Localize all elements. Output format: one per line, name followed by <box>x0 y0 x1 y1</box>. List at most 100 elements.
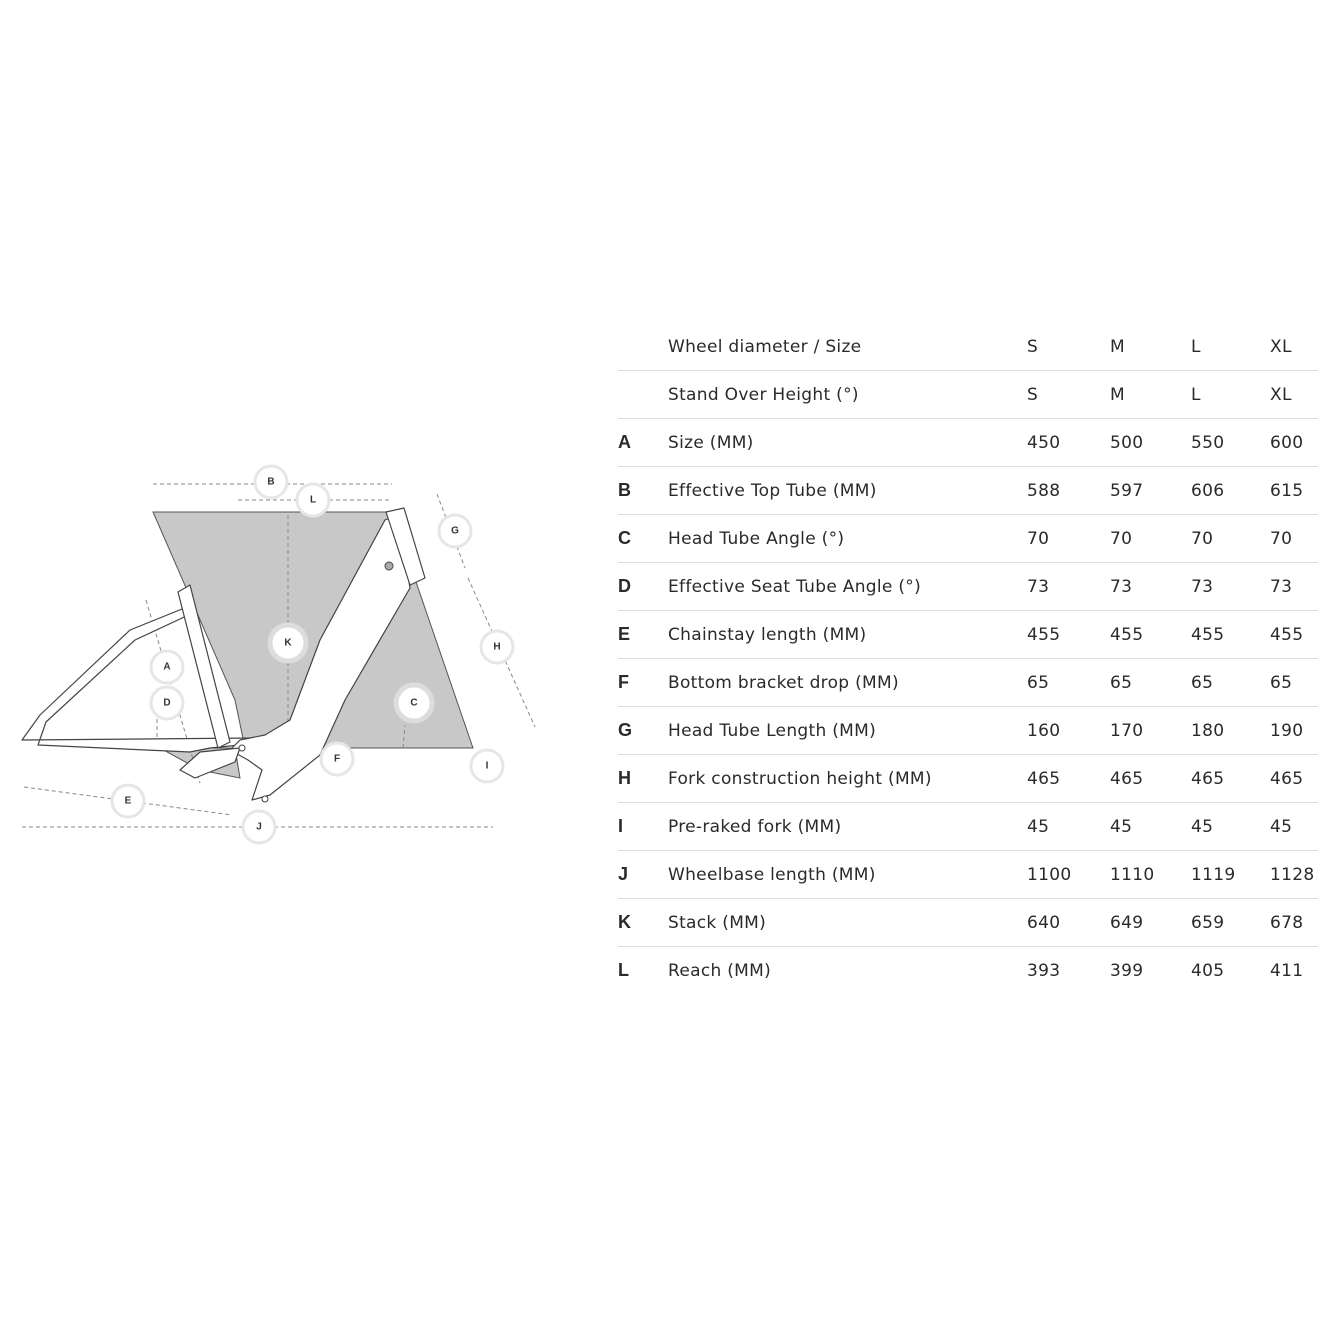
value-l: 659 <box>1191 898 1270 947</box>
value-xl: 190 <box>1270 706 1318 755</box>
value-s: 588 <box>1027 466 1110 515</box>
row-letter: L <box>618 960 630 980</box>
value-xl: 411 <box>1270 960 1304 981</box>
row-letter: B <box>618 466 668 515</box>
table-row: B Effective Top Tube (MM) 588 597 606 615 <box>618 466 1318 515</box>
size-xl: XL <box>1270 323 1318 371</box>
value-m: 399 <box>1110 960 1144 981</box>
value-l: 65 <box>1191 658 1270 707</box>
table-row: A Size (MM) 450 500 550 600 <box>618 418 1318 467</box>
svg-text:I: I <box>486 761 489 772</box>
row-label: Fork construction height (MM) <box>668 754 1027 803</box>
table-row: J Wheelbase length (MM) 1100 1110 1119 1128 <box>618 850 1318 899</box>
row-letter: I <box>618 802 668 851</box>
row-label: Reach (MM) <box>668 960 772 981</box>
value-l: 1119 <box>1191 850 1270 899</box>
value-s: 45 <box>1027 802 1110 851</box>
marker-K: K <box>267 622 309 664</box>
value-l: L <box>1191 370 1270 419</box>
row-label: Head Tube Length (MM) <box>668 706 1027 755</box>
value-m: 597 <box>1110 466 1191 515</box>
row-letter <box>618 323 668 371</box>
value-xl: 45 <box>1270 802 1318 851</box>
table-row: K Stack (MM) 640 649 659 678 <box>618 898 1318 947</box>
value-s: 450 <box>1027 418 1110 467</box>
svg-text:K: K <box>284 638 292 649</box>
row-label: Pre-raked fork (MM) <box>668 802 1027 851</box>
marker-C: C <box>393 682 435 724</box>
value-xl: 73 <box>1270 562 1318 611</box>
value-xl: 65 <box>1270 658 1318 707</box>
row-label: Effective Top Tube (MM) <box>668 466 1027 515</box>
table-row: I Pre-raked fork (MM) 45 45 45 45 <box>618 802 1318 851</box>
value-m: 649 <box>1110 898 1191 947</box>
value-xl: 678 <box>1270 898 1318 947</box>
value-l: 180 <box>1191 706 1270 755</box>
table-row: E Chainstay length (MM) 455 455 455 455 <box>618 610 1318 659</box>
value-m: 70 <box>1110 514 1191 563</box>
row-label: Chainstay length (MM) <box>668 610 1027 659</box>
value-xl: 455 <box>1270 610 1318 659</box>
table-row: G Head Tube Length (MM) 160 170 180 190 <box>618 706 1318 755</box>
marker-I: I <box>469 748 505 784</box>
marker-G: G <box>437 513 473 549</box>
value-s: 65 <box>1027 658 1110 707</box>
svg-text:F: F <box>334 754 340 765</box>
marker-J: J <box>241 809 277 845</box>
row-label: Wheel diameter / Size <box>668 323 1027 371</box>
row-letter: G <box>618 706 668 755</box>
value-s: 393 <box>1027 960 1061 981</box>
marker-A: A <box>149 649 185 685</box>
row-label: Effective Seat Tube Angle (°) <box>668 562 1027 611</box>
value-s: 70 <box>1027 514 1110 563</box>
value-s: 465 <box>1027 754 1110 803</box>
svg-text:G: G <box>451 526 459 537</box>
svg-text:E: E <box>125 796 132 807</box>
row-letter: J <box>618 850 668 899</box>
row-label: Size (MM) <box>668 418 1027 467</box>
value-s: 455 <box>1027 610 1110 659</box>
svg-text:B: B <box>267 477 274 488</box>
marker-B: B <box>253 464 289 500</box>
marker-E: E <box>110 783 146 819</box>
value-m: M <box>1110 370 1191 419</box>
svg-text:A: A <box>163 662 170 673</box>
value-l: 70 <box>1191 514 1270 563</box>
geometry-table: Wheel diameter / Size S M L XL Stand Ove… <box>618 323 1318 994</box>
row-letter: F <box>618 658 668 707</box>
marker-H: H <box>479 629 515 665</box>
value-s: 1100 <box>1027 850 1110 899</box>
value-l: 405 <box>1191 960 1225 981</box>
value-m: 500 <box>1110 418 1191 467</box>
svg-text:L: L <box>310 495 316 506</box>
row-label: Wheelbase length (MM) <box>668 850 1027 899</box>
table-row: D Effective Seat Tube Angle (°) 73 73 73 73 <box>618 562 1318 611</box>
value-xl: 70 <box>1270 514 1318 563</box>
value-s: 640 <box>1027 898 1110 947</box>
value-l: 606 <box>1191 466 1270 515</box>
value-m: 73 <box>1110 562 1191 611</box>
table-row: C Head Tube Angle (°) 70 70 70 70 <box>618 514 1318 563</box>
row-letter: E <box>618 610 668 659</box>
row-label: Stand Over Height (°) <box>668 370 1027 419</box>
size-l: L <box>1191 323 1270 371</box>
value-l: 45 <box>1191 802 1270 851</box>
row-label: Stack (MM) <box>668 898 1027 947</box>
value-m: 1110 <box>1110 850 1191 899</box>
value-xl: 465 <box>1270 754 1318 803</box>
value-l: 550 <box>1191 418 1270 467</box>
value-l: 465 <box>1191 754 1270 803</box>
row-letter: C <box>618 514 668 563</box>
table-row: H Fork construction height (MM) 465 465 465 4… <box>618 754 1318 803</box>
svg-text:D: D <box>163 698 170 709</box>
value-l: 73 <box>1191 562 1270 611</box>
size-m: M <box>1110 323 1191 371</box>
value-l: 455 <box>1191 610 1270 659</box>
row-letter: H <box>618 754 668 803</box>
size-s: S <box>1027 323 1110 371</box>
value-s: 160 <box>1027 706 1110 755</box>
value-xl: XL <box>1270 370 1318 419</box>
value-m: 170 <box>1110 706 1191 755</box>
marker-F: F <box>319 741 355 777</box>
value-xl: 615 <box>1270 466 1318 515</box>
